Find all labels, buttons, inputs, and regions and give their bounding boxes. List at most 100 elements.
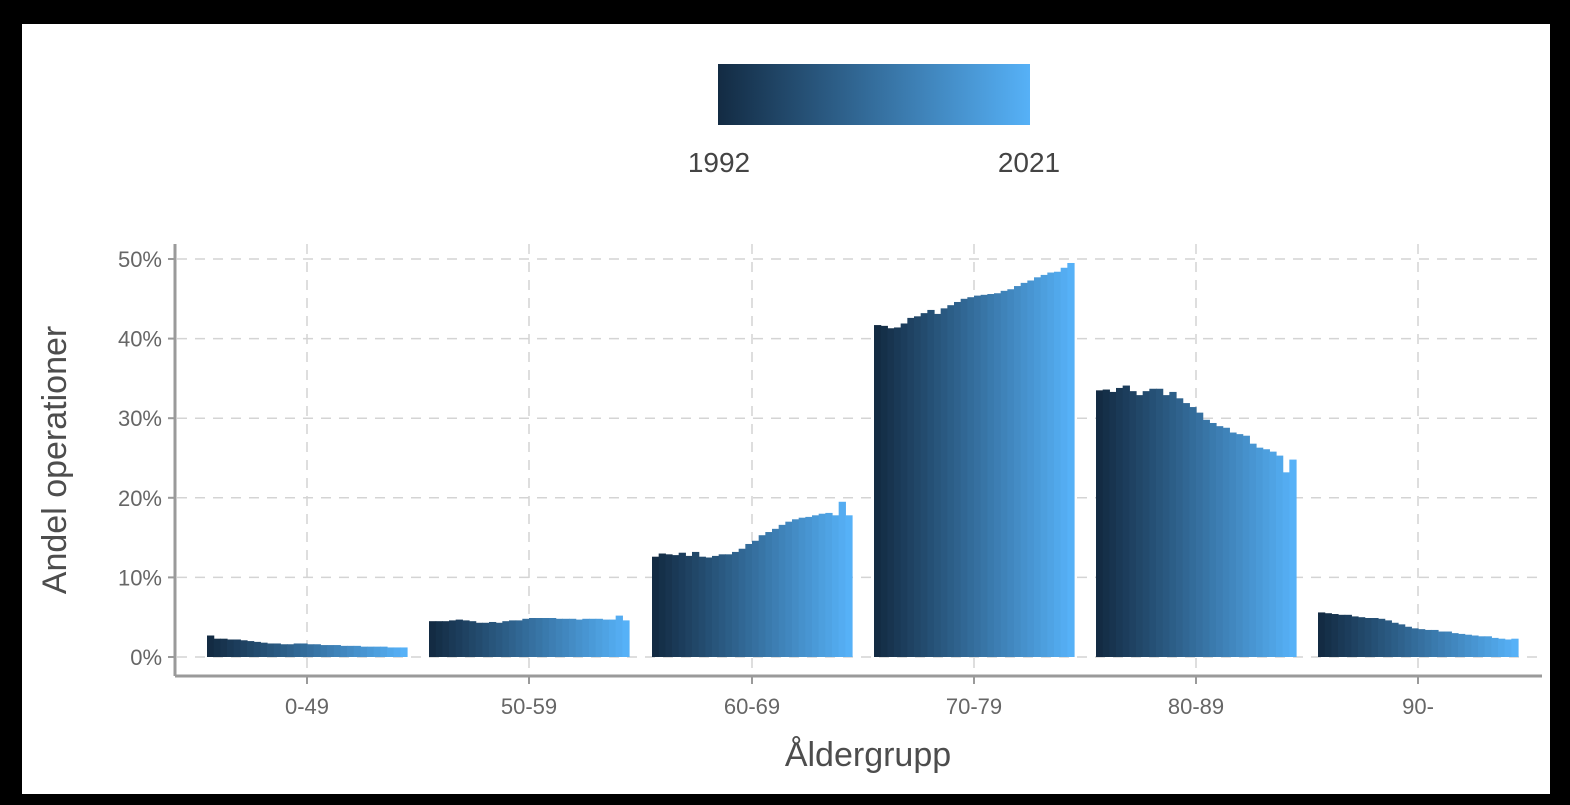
bar-70-79-2001 [934, 313, 942, 657]
y-tick-label: 50% [118, 247, 162, 272]
bar-90--2001 [1378, 618, 1386, 657]
bar-60-69-2008 [758, 535, 766, 657]
bar-90--2015 [1471, 635, 1479, 657]
bar-0-49-2021 [400, 647, 408, 657]
bar-50-59-1994 [442, 621, 450, 657]
bar-50-59-2019 [609, 619, 617, 657]
bar-chart: 1992 2021 0% 10% 20% 30% 40% 50% 0-49 50-59 60-… [36, 64, 1542, 774]
bar-0-49-1992 [207, 635, 215, 657]
bar-0-49-2016 [367, 646, 375, 657]
bar-60-69-2009 [765, 532, 773, 657]
bar-0-49-2010 [327, 645, 335, 657]
bar-70-79-2017 [1040, 274, 1048, 657]
bar-60-69-2019 [832, 515, 840, 657]
bar-60-69-1999 [698, 556, 706, 657]
bar-group-50-59 [429, 615, 630, 657]
bar-80-89-2010 [1216, 426, 1224, 657]
bar-90--1998 [1358, 617, 1366, 657]
bar-60-69-2003 [725, 554, 733, 657]
bar-60-69-2015 [805, 516, 813, 657]
bar-80-89-1995 [1116, 387, 1124, 657]
x-tick-label: 80-89 [1168, 694, 1224, 719]
bar-50-59-2017 [595, 618, 603, 657]
bar-0-49-1996 [233, 639, 241, 657]
bar-70-79-2000 [927, 309, 935, 657]
bar-60-69-2011 [778, 524, 786, 657]
bar-0-49-1994 [220, 638, 228, 657]
bar-60-69-2002 [718, 554, 726, 657]
bar-60-69-1998 [692, 551, 700, 657]
bar-60-69-2010 [772, 528, 780, 657]
bar-60-69-2018 [825, 512, 833, 657]
bar-50-59-1996 [455, 619, 463, 657]
bar-80-89-2014 [1242, 435, 1250, 657]
bar-70-79-1996 [900, 323, 908, 657]
bar-0-49-2007 [307, 644, 315, 657]
bar-70-79-2016 [1034, 277, 1042, 657]
bar-70-79-1995 [894, 327, 902, 657]
bar-80-89-2020 [1282, 472, 1290, 657]
bar-70-79-2018 [1047, 272, 1055, 657]
bar-0-49-2012 [340, 645, 348, 657]
bar-60-69-2000 [705, 557, 713, 657]
bar-60-69-2021 [845, 515, 853, 657]
bar-90--1996 [1344, 614, 1352, 657]
bar-70-79-1998 [914, 316, 922, 657]
bar-70-79-2009 [987, 294, 995, 657]
bar-50-59-2018 [602, 619, 610, 657]
bar-50-59-1997 [462, 620, 470, 657]
bar-80-89-2021 [1289, 459, 1297, 657]
bar-0-49-2014 [353, 645, 361, 657]
bar-50-59-2007 [529, 618, 537, 657]
bar-0-49-2000 [260, 642, 268, 657]
bar-90--2019 [1498, 638, 1506, 657]
bar-80-89-2017 [1262, 449, 1270, 657]
bar-50-59-1995 [449, 620, 457, 657]
bar-80-89-2002 [1162, 395, 1170, 657]
bar-70-79-1993 [880, 325, 888, 657]
bar-60-69-1995 [672, 555, 680, 657]
bar-80-89-1999 [1142, 391, 1150, 657]
bar-0-49-2002 [273, 643, 281, 657]
bar-70-79-1999 [920, 313, 928, 657]
bar-70-79-2006 [967, 297, 975, 657]
bar-80-89-2005 [1182, 403, 1190, 657]
bar-70-79-2013 [1014, 286, 1022, 657]
bar-60-69-2017 [818, 513, 826, 657]
bar-70-79-2010 [994, 293, 1002, 657]
legend-colorbar [718, 64, 1030, 125]
bar-50-59-2011 [555, 618, 563, 657]
bar-90--2000 [1371, 618, 1379, 657]
bar-90--1992 [1318, 612, 1326, 657]
bar-0-49-2011 [333, 645, 341, 657]
bar-0-49-2001 [267, 643, 275, 657]
bar-50-59-2009 [542, 618, 550, 657]
x-tick-label: 70-79 [946, 694, 1002, 719]
bar-70-79-2015 [1027, 280, 1035, 657]
bar-50-59-1998 [469, 621, 477, 657]
bar-80-89-2011 [1222, 427, 1230, 657]
bar-70-79-2020 [1060, 267, 1068, 657]
bar-60-69-1994 [665, 554, 673, 657]
bar-80-89-2012 [1229, 432, 1237, 657]
bar-0-49-1998 [247, 641, 255, 657]
x-tick-label: 90- [1402, 694, 1434, 719]
bar-90--2016 [1478, 636, 1486, 657]
bar-80-89-2019 [1276, 455, 1284, 657]
bar-70-79-2019 [1054, 271, 1062, 657]
bar-50-59-2005 [515, 620, 523, 657]
bar-0-49-2005 [293, 643, 301, 657]
bar-0-49-1999 [253, 641, 261, 657]
bar-60-69-2004 [732, 551, 740, 657]
bar-group-80-89 [1096, 385, 1297, 657]
bar-50-59-2008 [535, 618, 543, 657]
y-tick-label: 10% [118, 565, 162, 590]
bar-50-59-2001 [489, 621, 497, 657]
bar-60-69-2005 [738, 548, 746, 657]
bar-0-49-2009 [320, 645, 328, 657]
bar-70-79-2008 [980, 294, 988, 657]
bar-80-89-1992 [1096, 390, 1104, 657]
bar-0-49-2020 [393, 647, 401, 657]
bar-0-49-2018 [380, 646, 388, 657]
